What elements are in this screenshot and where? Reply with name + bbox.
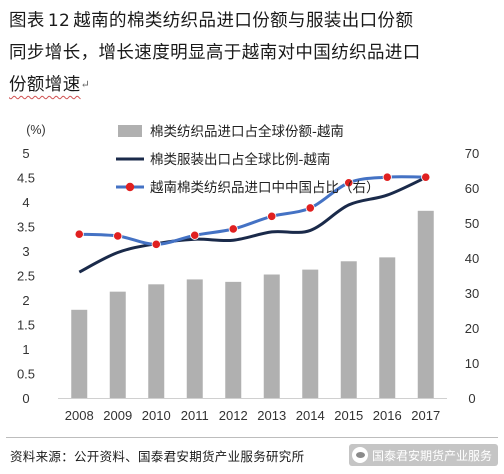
legend-swatch-bar (118, 125, 142, 137)
caption-prefix: 图表 (9, 11, 45, 31)
left-tick-label: 0 (22, 391, 29, 406)
left-tick-label: 3.5 (17, 220, 35, 235)
caption-line-3: 份额增速↵ (9, 69, 499, 101)
x-tick-label: 2013 (257, 408, 286, 423)
bar-2014 (302, 269, 319, 398)
line-series (74, 172, 431, 274)
left-tick-label: 4.5 (17, 171, 35, 186)
axes: 0 0.5 1 1.5 2 2.5 3 3.5 4 4.5 5 (%) 0 10 20 30 40 50 60 70 2… (17, 123, 479, 423)
caption-number: 12 (47, 11, 71, 31)
left-tick-label: 2.5 (17, 269, 35, 284)
right-tick-label: 60 (465, 181, 479, 196)
marker-china-2013 (267, 211, 277, 221)
caption-line-1: 图表 12 越南的棉类纺织品进口份额与服装出口份额 (9, 5, 499, 37)
right-tick-label: 20 (465, 321, 479, 336)
x-tick-label: 2017 (411, 408, 440, 423)
bar-2011 (186, 279, 203, 398)
marker-china-2014 (305, 203, 315, 213)
left-tick-label: 4 (22, 195, 29, 210)
chart: 0 0.5 1 1.5 2 2.5 3 3.5 4 4.5 5 (%) 0 10 20 30 40 50 60 70 2… (0, 100, 504, 436)
left-axis-unit: (%) (26, 123, 45, 137)
marker-china-2017 (421, 172, 431, 182)
source-note: 资料来源：公开资料、国泰君安期货产业服务研究所 (10, 449, 305, 464)
legend: 棉类纺织品进口占全球份额-越南棉类服装出口占全球比例-越南越南棉类纺织品进口中中… (116, 123, 380, 196)
legend-label: 棉类服装出口占全球比例-越南 (150, 151, 330, 168)
right-tick-label: 70 (465, 146, 479, 161)
marker-china-2008 (74, 229, 84, 239)
x-tick-label: 2011 (181, 408, 209, 423)
marker-china-2010 (151, 239, 161, 249)
bar-2017 (417, 210, 434, 398)
right-tick-label: 30 (465, 286, 479, 301)
right-tick-label: 10 (465, 356, 479, 371)
x-tick-label: 2012 (219, 408, 248, 423)
watermark: 国泰君安期货产业服务 (349, 444, 499, 466)
x-tick-label: 2009 (103, 408, 132, 423)
bar-2015 (340, 261, 357, 398)
caption-line-3-text: 份额增速 (9, 75, 81, 95)
left-tick-label: 1.5 (17, 318, 35, 333)
bar-2009 (109, 291, 126, 398)
marker-china-2016 (382, 172, 392, 182)
x-tick-label: 2014 (296, 408, 325, 423)
line-export-share (78, 176, 427, 274)
x-tick-label: 2016 (373, 408, 402, 423)
bar-2013 (263, 274, 280, 398)
bar-2012 (225, 281, 242, 398)
legend-label: 棉类纺织品进口占全球份额-越南 (150, 123, 344, 140)
marker-china-2009 (113, 231, 123, 241)
marker-china-2011 (190, 230, 200, 240)
caption-line-1-rest: 越南的棉类纺织品进口份额与服装出口份额 (73, 11, 414, 31)
left-tick-label: 0.5 (17, 367, 35, 382)
x-tick-label: 2010 (142, 408, 171, 423)
caption-line-2: 同步增长，增长速度明显高于越南对中国纺织品进口 (9, 43, 421, 63)
bar-2016 (379, 257, 396, 398)
bar-2010 (148, 284, 165, 398)
x-tick-label: 2008 (65, 408, 94, 423)
legend-label: 越南棉类纺织品进口中中国占比（右） (150, 180, 380, 196)
left-tick-label: 3 (22, 244, 29, 259)
bar-2008 (71, 309, 88, 398)
left-tick-label: 5 (22, 146, 29, 161)
wechat-icon (352, 447, 368, 463)
figure-caption: 图表 12 越南的棉类纺织品进口份额与服装出口份额 同步增长，增长速度明显高于越南对… (9, 5, 499, 101)
marker-china-2012 (228, 224, 238, 234)
right-tick-label: 40 (465, 251, 479, 266)
paragraph-mark-icon: ↵ (80, 78, 91, 91)
right-tick-label: 50 (465, 216, 479, 231)
right-tick-label: 0 (468, 391, 475, 406)
x-tick-label: 2015 (334, 408, 363, 423)
left-tick-label: 2 (22, 293, 29, 308)
source-divider (6, 437, 498, 438)
line-china-share (79, 175, 426, 246)
left-tick-label: 1 (22, 342, 29, 357)
watermark-text: 国泰君安期货产业服务 (372, 448, 493, 463)
marker-china-2015 (344, 178, 354, 188)
legend-marker-china (125, 182, 135, 192)
bar-series (71, 210, 434, 398)
